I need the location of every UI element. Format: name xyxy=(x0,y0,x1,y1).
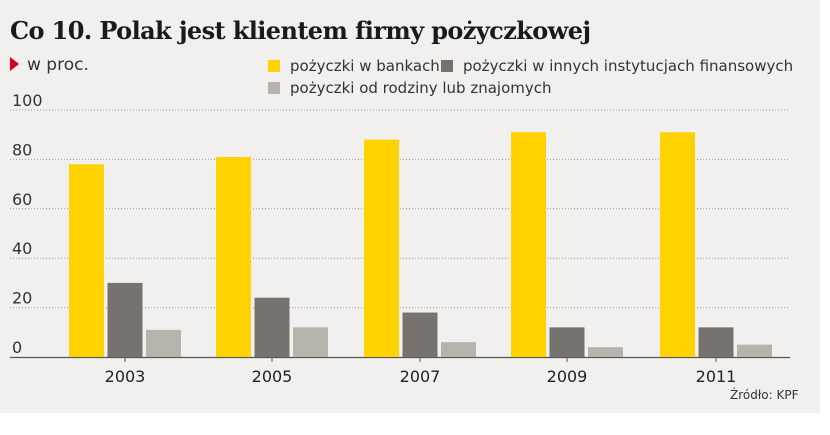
legend-label-other-institutions: pożyczki w innych instytucjach finansowy… xyxy=(463,57,794,75)
legend-label-family: pożyczki od rodziny lub znajomych xyxy=(290,79,552,97)
x-tick-label-2003: 2003 xyxy=(105,367,146,386)
legend-swatch-other-institutions xyxy=(441,60,453,72)
legend-swatch-family xyxy=(268,82,280,94)
unit-label: w proc. xyxy=(27,55,89,75)
y-tick-label-0: 0 xyxy=(12,338,22,357)
bar-2005-series-2 xyxy=(254,297,290,357)
bar-2011-series-3 xyxy=(737,344,772,357)
source-note: Źródło: KPF xyxy=(730,388,799,402)
bar-2005-series-1 xyxy=(216,156,251,357)
legend-swatch-banks xyxy=(268,60,280,72)
bar-2007-series-1 xyxy=(364,139,399,357)
legend-item-banks: pożyczki w bankach xyxy=(268,57,440,75)
bar-2007-series-2 xyxy=(402,312,438,357)
bar-2011-series-2 xyxy=(698,327,734,357)
y-tick-label-20: 20 xyxy=(12,289,32,308)
bar-2003-series-1 xyxy=(69,164,104,357)
bar-2007-series-3 xyxy=(441,342,476,357)
bar-2009-series-1 xyxy=(511,132,546,357)
x-tick-label-2005: 2005 xyxy=(252,367,293,386)
bar-2003-series-2 xyxy=(107,282,143,357)
bar-2005-series-3 xyxy=(293,327,328,357)
bar-2011-series-1 xyxy=(660,132,695,357)
bar-2009-series-3 xyxy=(588,347,623,357)
legend-label-banks: pożyczki w bankach xyxy=(290,57,440,75)
chart-title: Co 10. Polak jest klientem firmy pożyczk… xyxy=(10,16,591,45)
red-triangle-marker-icon xyxy=(10,57,19,71)
y-tick-label-40: 40 xyxy=(12,239,32,258)
y-tick-label-80: 80 xyxy=(12,140,32,159)
y-tick-label-60: 60 xyxy=(12,190,32,209)
legend-item-other-institutions: pożyczki w innych instytucjach finansowy… xyxy=(441,57,793,75)
legend-item-family: pożyczki od rodziny lub znajomych xyxy=(268,79,552,97)
y-tick-label-100: 100 xyxy=(12,91,43,110)
bar-2003-series-3 xyxy=(146,329,181,357)
x-tick-label-2007: 2007 xyxy=(400,367,441,386)
x-tick-label-2011: 2011 xyxy=(696,367,737,386)
bar-2009-series-2 xyxy=(549,327,585,357)
x-tick-label-2009: 2009 xyxy=(547,367,588,386)
